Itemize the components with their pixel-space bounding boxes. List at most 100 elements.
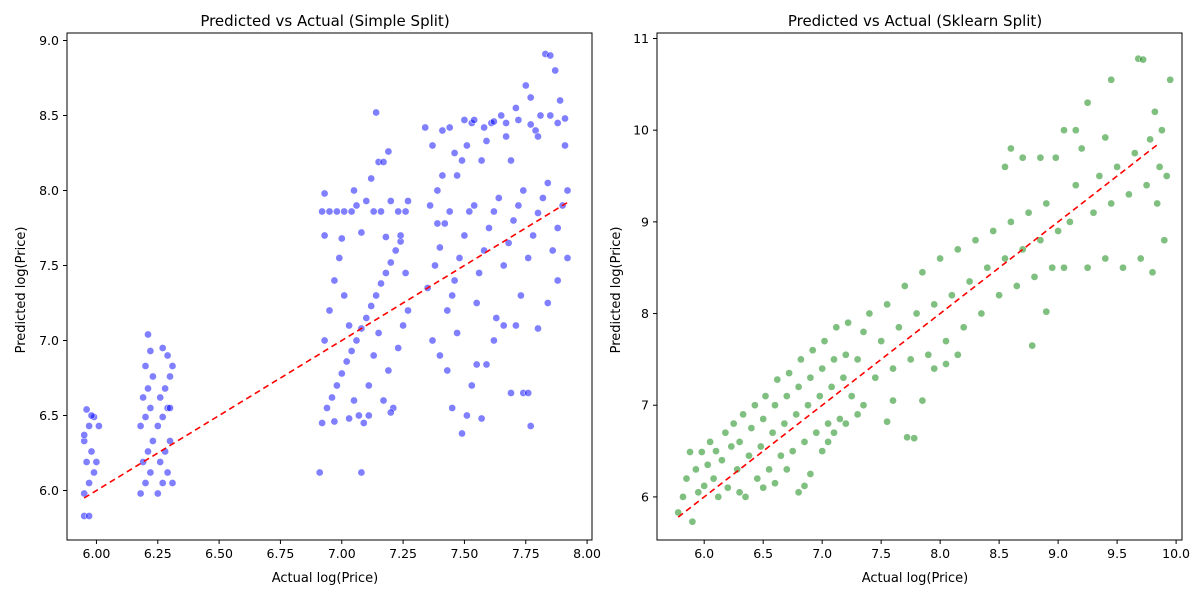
scatter-point [953,350,962,359]
scatter-point [499,321,508,330]
scatter-point [158,344,167,352]
scatter-point [519,186,528,195]
scatter-point [548,246,557,255]
x-tick-label: 6.50 [205,546,233,561]
scatter-point [396,231,405,240]
scatter-point [514,201,523,210]
scatter-point [384,366,393,375]
scatter-point [771,401,779,410]
x-tick-label: 6.5 [753,546,773,561]
scatter-point [357,228,366,237]
scatter-point [526,120,535,129]
scatter-point [502,119,510,127]
scatter-point [918,268,927,277]
scatter-point [168,362,177,370]
scatter-point [859,401,868,410]
scatter-point [146,404,155,412]
scatter-point [374,329,383,337]
scatter-point [386,258,395,267]
reference-line [83,201,568,499]
scatter-point [1042,199,1051,208]
y-axis-label: Predicted log(Price) [14,227,29,354]
scatter-point [359,419,368,427]
scatter-point [355,411,363,420]
scatter-point [438,171,447,180]
chart-title: Predicted vs Actual (Simple Split) [200,12,449,30]
scatter-point [912,309,921,318]
scatter-point [1153,199,1162,208]
scatter-point [727,442,736,451]
scatter-point [679,493,687,501]
scatter-point [521,81,530,90]
scatter-point [362,197,371,205]
scatter-point [507,156,515,165]
scatter-point [792,410,801,419]
scatter-point [830,428,838,437]
scatter-point [455,254,464,262]
scatter-point [460,116,469,124]
scatter-point [759,415,768,423]
scatter-point [504,239,513,247]
scatter-point [1107,199,1116,208]
scatter-point [777,451,785,460]
scatter-point [1160,236,1169,245]
scatter-point [1028,341,1037,350]
scatter-point [330,417,339,426]
scatter-point [706,438,714,446]
scatter-point [534,132,542,141]
scatter-point [815,392,824,400]
x-tick-label: 9.5 [1107,546,1127,561]
scatter-point [163,468,172,477]
x-ticks: 6.0 6.5 7.0 7.5 8.0 8.5 9.0 9.5 10.0 [694,540,1190,561]
scatter-point [895,323,903,332]
x-tick-label: 7.25 [389,546,417,561]
scatter-point [144,384,152,393]
scatter-point [340,291,349,300]
scatter-point [1162,172,1171,180]
scatter-point [1151,107,1159,116]
scatter-point [315,468,324,477]
scatter-point [453,171,461,180]
scatter-point [1001,254,1009,263]
scatter-point [524,254,533,262]
scatter-point [379,158,388,166]
scatter-point [477,414,486,423]
scatter-point [156,393,165,402]
scatter-point [472,299,481,307]
scatter-point [404,197,412,205]
scatter-point [1142,181,1151,190]
scatter-point [431,261,439,270]
scatter-point [965,277,974,286]
scatter-point [141,413,150,421]
scatter-point [859,328,868,336]
scatter-point [818,447,827,455]
x-tick-label: 9.0 [1048,546,1068,561]
scatter-point [386,408,395,417]
scatter-point [161,384,169,393]
scatter-point [95,422,103,430]
x-tick-label: 8.0 [930,546,950,561]
scatter-point [959,323,968,332]
scatter-point [1007,144,1015,153]
scatter-point [318,207,326,216]
scatter-point [328,393,336,402]
scatter-point [345,414,353,423]
scatter-point [136,422,145,430]
scatter-point [367,174,376,183]
scatter-point [1136,254,1145,263]
scatter-point [853,355,862,364]
scatter-point [333,381,341,390]
scatter-point [337,234,346,243]
scatter-point [686,448,694,456]
scatter-point [1036,236,1045,245]
scatter-point [794,383,803,391]
scatter-point [768,428,777,437]
scatter-point [369,351,378,360]
y-tick-label: 9 [641,214,649,229]
scatter-point [144,447,152,456]
scatter-point [85,479,93,487]
scatter-point [146,347,155,355]
scatter-point [759,483,768,492]
scatter-point [347,207,356,216]
scatter-point [812,428,821,437]
